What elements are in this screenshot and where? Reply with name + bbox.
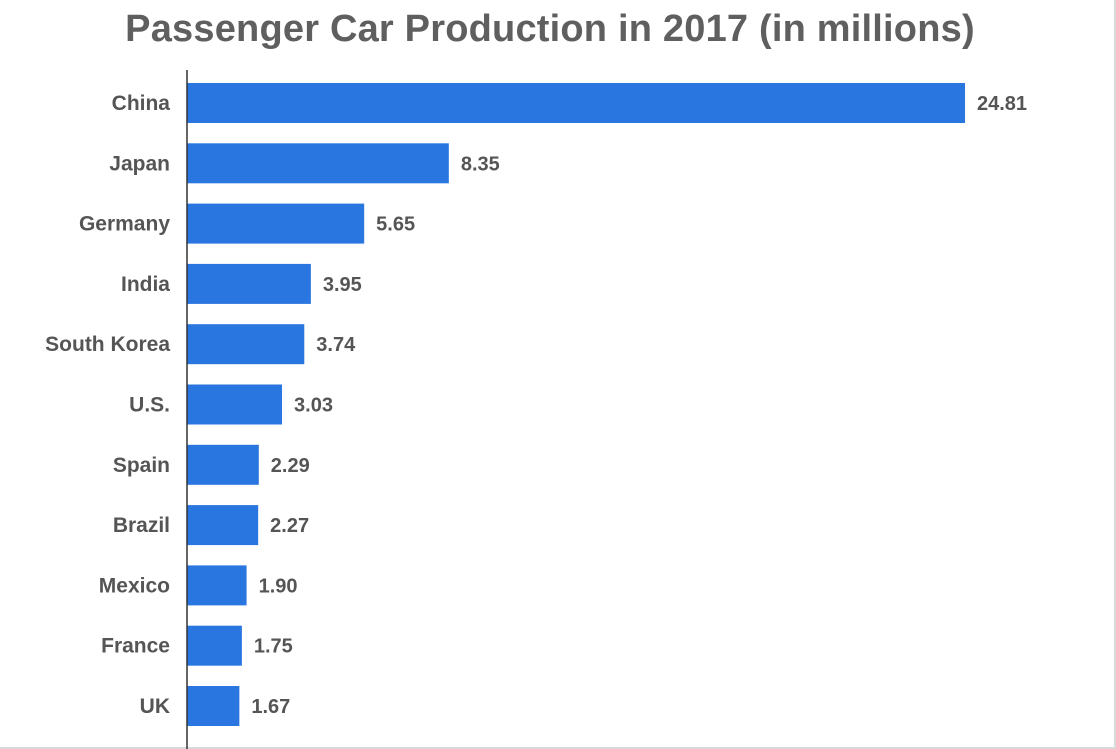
bar-u-s xyxy=(187,384,283,425)
bar-china xyxy=(187,83,965,123)
value-label-japan: 8.35 xyxy=(461,153,500,175)
category-label-japan: Japan xyxy=(109,152,170,175)
category-label-brazil: Brazil xyxy=(113,514,170,537)
category-label-germany: Germany xyxy=(79,213,170,236)
bars-group xyxy=(187,83,965,726)
category-label-india: India xyxy=(121,273,170,296)
bar-brazil xyxy=(187,505,259,546)
value-label-mexico: 1.90 xyxy=(259,575,298,597)
category-labels: China Japan Germany India South Korea U.S. Spa… xyxy=(45,92,170,718)
category-label-mexico: Mexico xyxy=(99,574,170,597)
bar-south-korea xyxy=(187,324,305,365)
value-label-china: 24.81 xyxy=(977,93,1027,115)
bar-spain xyxy=(187,444,259,485)
bar-japan xyxy=(187,143,449,184)
value-label-india: 3.95 xyxy=(323,274,362,296)
value-label-u-s: 3.03 xyxy=(294,395,333,417)
bar-mexico xyxy=(187,565,247,606)
category-label-spain: Spain xyxy=(113,454,170,477)
value-label-spain: 2.29 xyxy=(271,455,310,477)
category-label-france: France xyxy=(101,635,170,658)
bar-france xyxy=(187,625,242,666)
bar-india xyxy=(187,263,311,304)
value-label-uk: 1.67 xyxy=(251,696,290,718)
value-labels: 24.81 8.35 5.65 3.95 3.74 3.03 2.29 2.27 1.90 1.7… xyxy=(251,93,1027,718)
category-label-uk: UK xyxy=(140,695,170,718)
bar-uk xyxy=(187,686,240,726)
value-label-south-korea: 3.74 xyxy=(316,334,356,356)
chart-title: Passenger Car Production in 2017 (in mil… xyxy=(125,8,975,50)
category-label-u-s: U.S. xyxy=(129,394,170,417)
value-label-germany: 5.65 xyxy=(376,214,415,236)
bar-germany xyxy=(187,203,365,244)
value-label-brazil: 2.27 xyxy=(270,515,309,537)
category-label-china: China xyxy=(112,92,171,115)
category-label-south-korea: South Korea xyxy=(45,333,170,356)
value-label-france: 1.75 xyxy=(254,636,293,658)
